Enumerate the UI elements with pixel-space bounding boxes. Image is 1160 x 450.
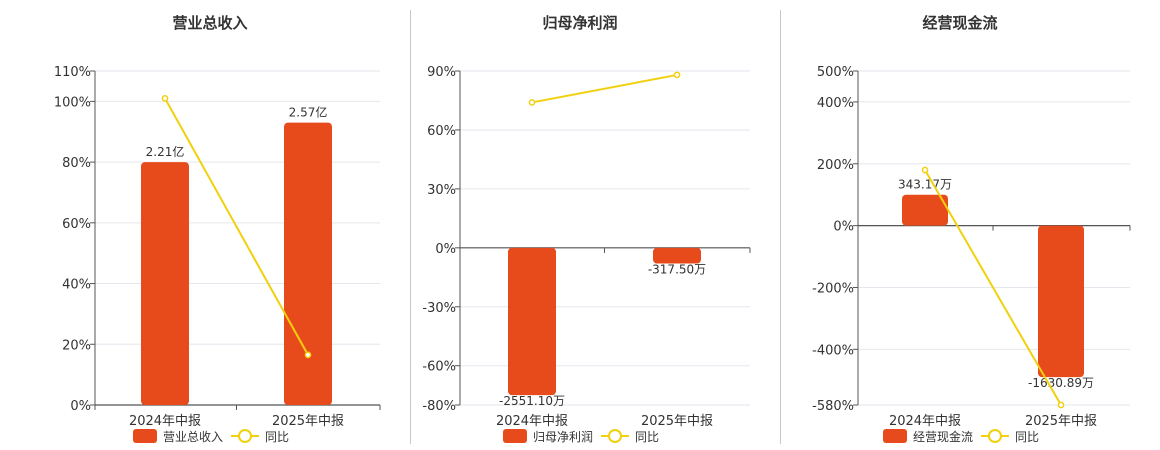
y-tick-label: 200%: [817, 158, 854, 173]
legend-line-label: 同比: [635, 430, 659, 444]
y-tick-label: -80%: [422, 399, 456, 414]
y-tick-label: -580%: [812, 399, 854, 414]
yoy-line: [164, 97, 309, 356]
chart-title: 经营现金流: [922, 14, 997, 32]
y-tick-label: -400%: [812, 343, 854, 358]
y-tick-label: 40%: [62, 278, 91, 293]
bar: [508, 247, 556, 396]
y-tick-label: 0%: [70, 399, 91, 414]
category-label: 2024年中报: [496, 414, 568, 429]
bar-value-label: 2.57亿: [289, 105, 328, 120]
y-tick-label: 0%: [833, 220, 854, 235]
panel-divider-2: [780, 10, 781, 444]
legend-bar-label: 营业总收入: [163, 430, 223, 444]
y-tick-label: 400%: [817, 96, 854, 111]
legend-bar-swatch: [133, 429, 157, 443]
bar: [653, 247, 701, 264]
y-tick-label: 20%: [62, 338, 91, 353]
y-tick-label: -200%: [812, 281, 854, 296]
legend-bar-swatch: [883, 429, 907, 443]
y-tick-label: 80%: [62, 156, 91, 171]
yoy-point: [921, 166, 929, 174]
y-tick-label: -60%: [422, 360, 456, 375]
y-tick-label: 500%: [817, 65, 854, 80]
yoy-point: [673, 71, 681, 79]
chart-title: 归母净利润: [542, 14, 617, 32]
legend-line-label: 同比: [1015, 430, 1039, 444]
bar-value-label: -1630.89万: [1028, 376, 1094, 390]
y-tick-label: -30%: [422, 301, 456, 316]
category-label: 2024年中报: [129, 414, 201, 429]
bar-value-label: 343.17万: [898, 178, 952, 192]
yoy-line: [924, 169, 1062, 406]
legend-line-marker: [608, 429, 622, 443]
bar-value-label: 2.21亿: [146, 144, 185, 159]
yoy-line: [531, 73, 678, 104]
category-label: 2025年中报: [272, 414, 344, 429]
y-tick-label: 100%: [54, 95, 91, 110]
legend-bar-label: 经营现金流: [913, 429, 973, 444]
chart-panel-3: 经营现金流 -580% -400% -200% 0% 200% 400% 500% 2024年中…: [812, 14, 1131, 444]
chart-title: 营业总收入: [172, 14, 247, 32]
bar: [141, 162, 189, 405]
yoy-point: [528, 99, 536, 106]
y-tick-label: 60%: [62, 217, 91, 232]
legend-line-label: 同比: [265, 430, 289, 444]
category-label: 2025年中报: [1025, 414, 1097, 429]
legend-bar-label: 归母净利润: [533, 430, 593, 444]
y-tick-label: 90%: [427, 65, 456, 80]
y-tick-label: 0%: [435, 242, 456, 257]
y-tick-label: 110%: [54, 65, 91, 80]
legend-line-marker: [238, 429, 252, 443]
bar: [284, 122, 332, 406]
chart-panel-1: 营业总收入 0% 20% 40% 60% 80% 100% 110% 2024年中报 2025年中…: [54, 14, 381, 444]
bar: [1038, 225, 1084, 378]
bar-value-label: -317.50万: [648, 263, 706, 277]
legend-line-marker: [988, 429, 1002, 443]
yoy-point: [1057, 401, 1065, 409]
legend-bar-swatch: [503, 429, 527, 443]
chart-panel-2: 归母净利润 -80% -60% -30% 0% 30% 60% 90% 2024年中报 2025年…: [422, 14, 751, 444]
category-label: 2024年中报: [889, 414, 961, 429]
y-tick-label: 60%: [427, 124, 456, 139]
y-tick-label: 30%: [427, 183, 456, 198]
panel-divider-1: [410, 10, 411, 444]
yoy-point: [304, 351, 312, 359]
category-label: 2025年中报: [641, 414, 713, 429]
bar: [902, 194, 948, 226]
yoy-point: [161, 94, 169, 102]
bar-value-label: -2551.10万: [499, 394, 565, 408]
